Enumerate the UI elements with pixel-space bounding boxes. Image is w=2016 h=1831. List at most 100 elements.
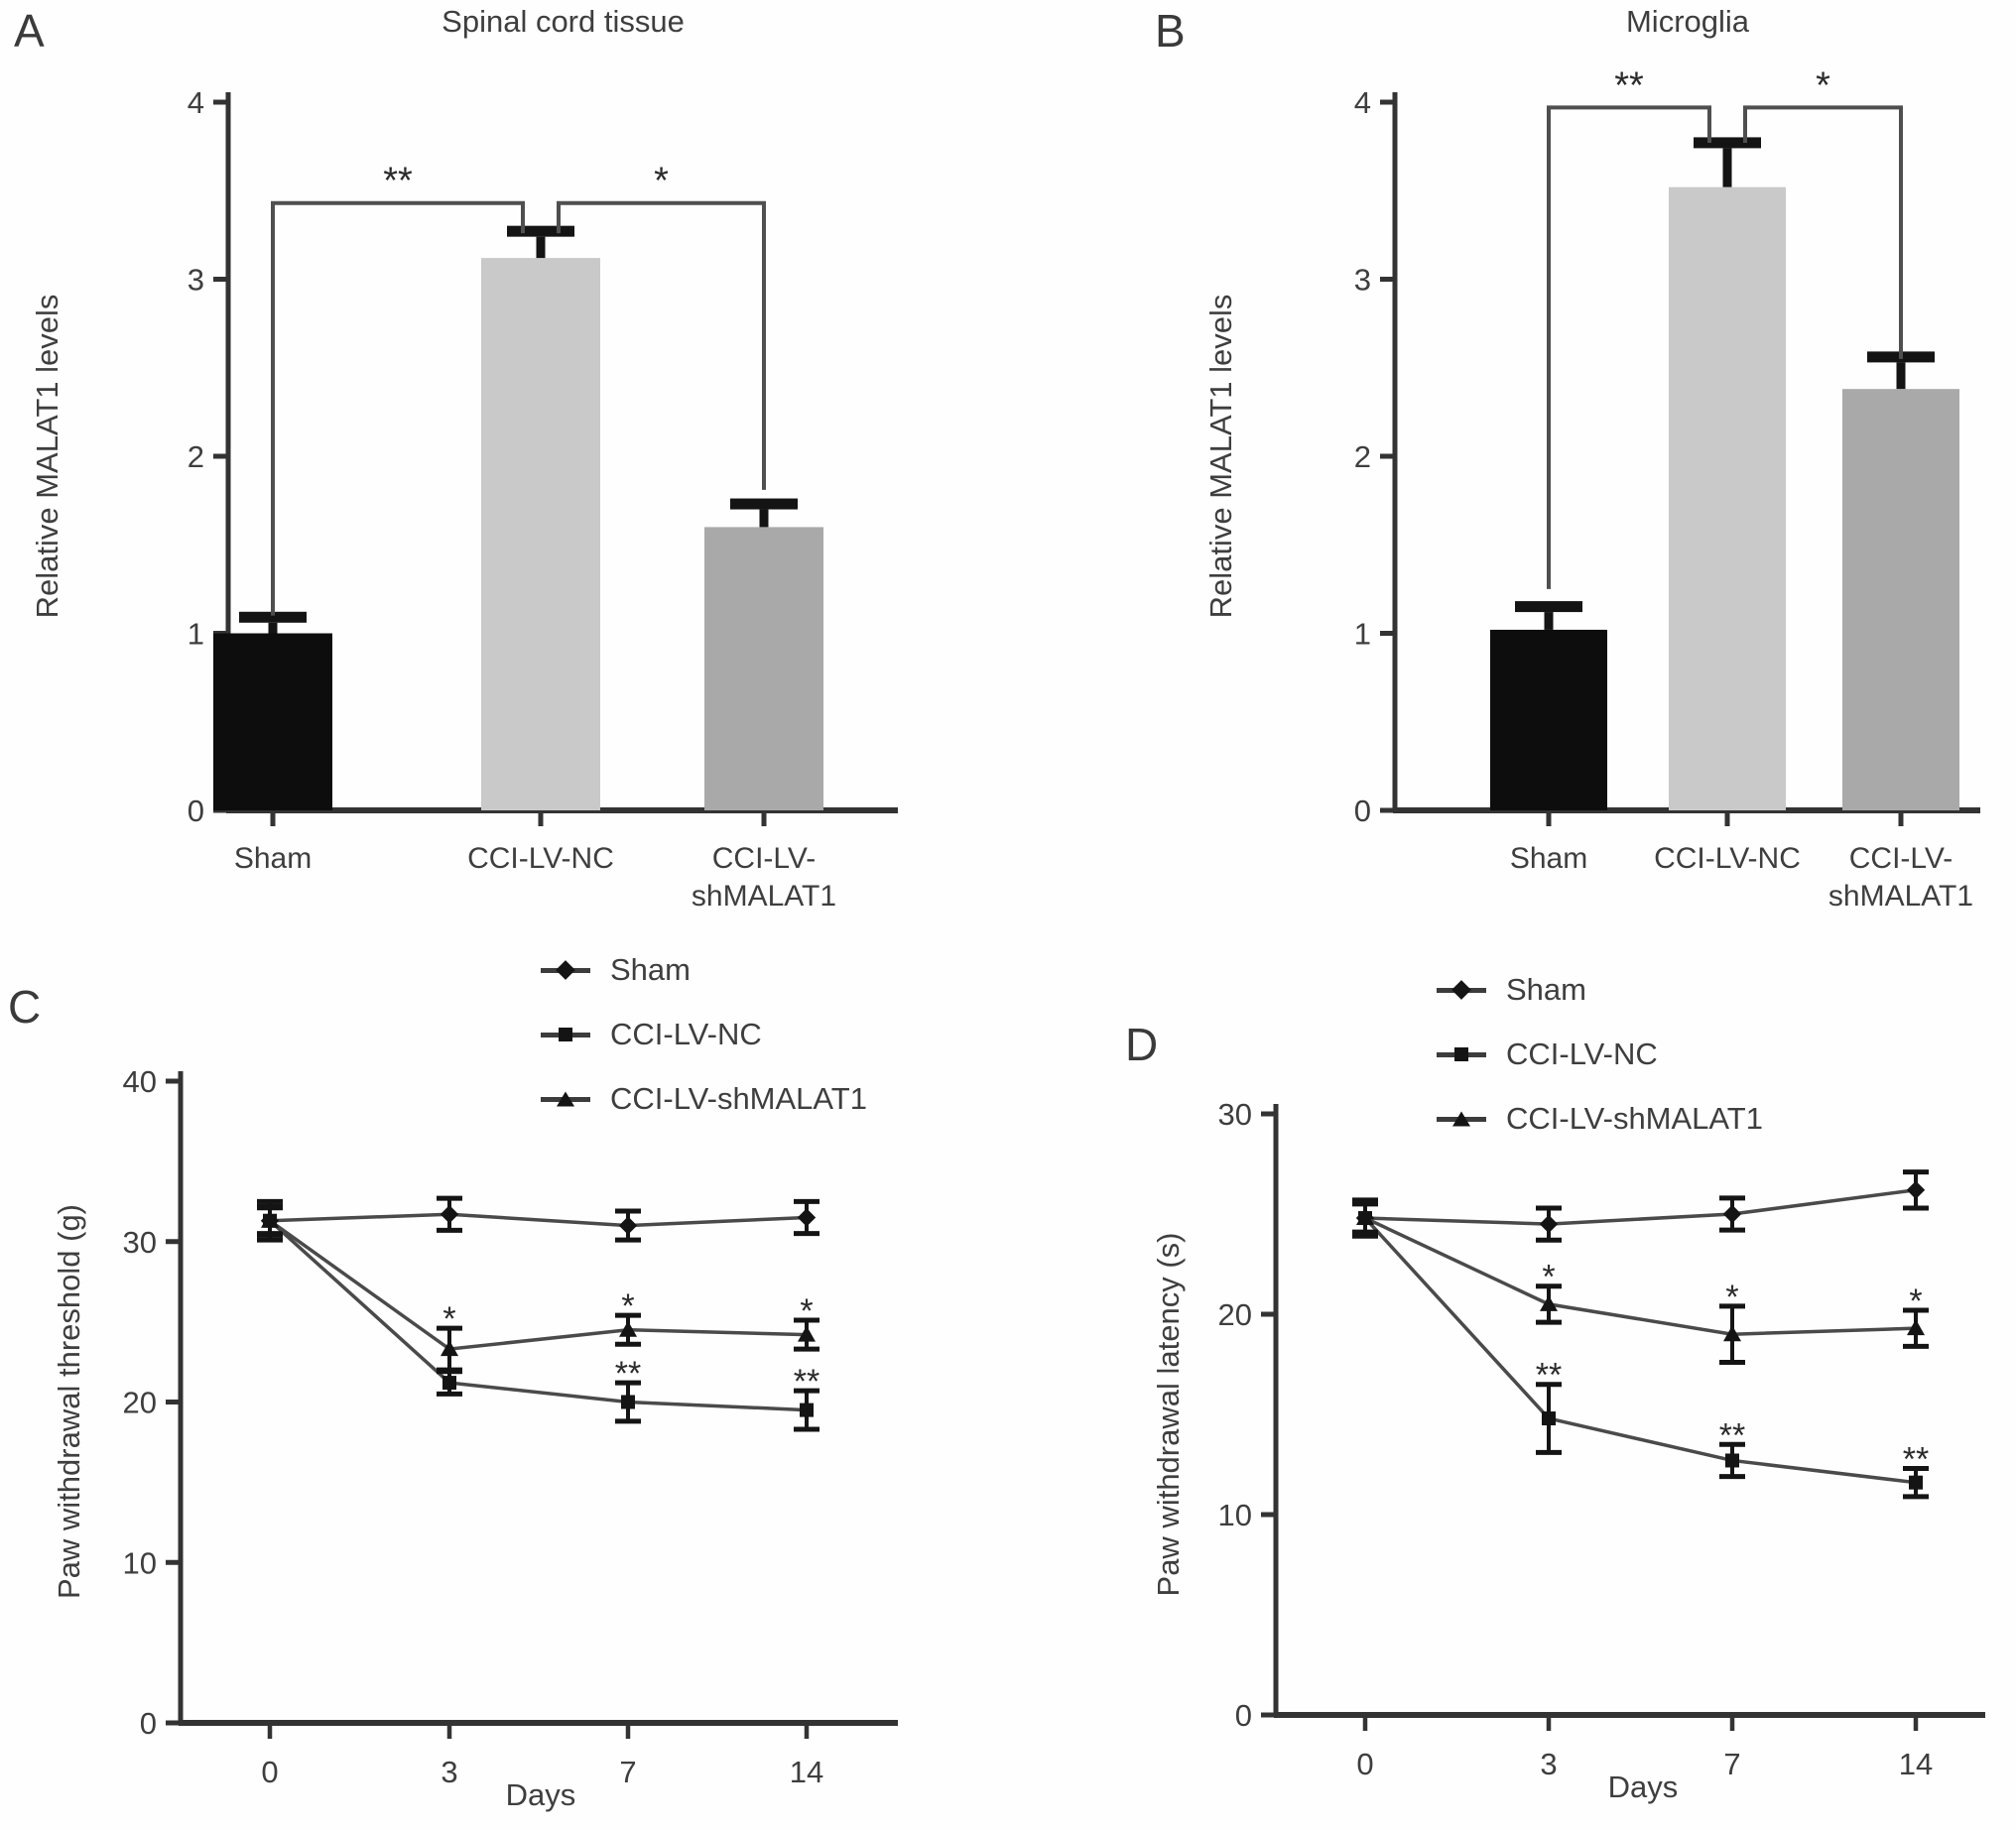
data-point [1906, 1180, 1926, 1199]
panel-a-title: Spinal cord tissue [441, 4, 685, 39]
x-tick-label: 0 [261, 1755, 278, 1789]
legend-line [541, 960, 590, 980]
data-point [261, 1211, 279, 1228]
legend-line [1437, 980, 1486, 1000]
data-point [442, 1376, 456, 1391]
x-tick-label: Sham [234, 842, 312, 875]
panel-b: B Microglia 0 1 2 3 4 Relative MALAT1 levels S… [1008, 0, 2016, 932]
data-point [797, 1208, 817, 1227]
series-cci-lv-nc: ****** [1352, 1199, 1929, 1500]
y-tick-label: 4 [1354, 85, 1371, 120]
data-point [1907, 1319, 1925, 1336]
panel-d-label: D [1125, 1019, 1159, 1070]
bar [704, 527, 823, 810]
legend-item: CCI-LV-NC [541, 1015, 867, 1054]
significance-label: ** [1614, 64, 1644, 106]
legend-line [541, 1028, 590, 1041]
x-tick-label: 14 [790, 1755, 823, 1789]
legend-label: CCI-LV-shMALAT1 [1506, 1101, 1763, 1136]
series-cci-lv-shmalat1: * * * [257, 1203, 819, 1373]
data-point [1909, 1475, 1923, 1490]
significance-label: * [1542, 1259, 1555, 1296]
x-tick-label: 0 [1356, 1747, 1373, 1781]
significance-label: ** [383, 161, 413, 202]
significance-label: ** [794, 1363, 819, 1401]
bar [481, 258, 600, 811]
significance-bracket: ** [271, 161, 525, 616]
significance-bracket: ** [1547, 64, 1711, 589]
error-bar [239, 611, 307, 634]
panel-c-chart: 0 10 20 30 40 Paw withdrawal threshold (g) 0 3 7… [52, 1064, 898, 1812]
error-bar [507, 225, 574, 259]
panel-c: C Sham CCI-LV-NC CCI-LV-shMALAT1 0 10 20 30… [0, 932, 1008, 1831]
legend-item: Sham [541, 950, 867, 990]
y-tick-label: 2 [1354, 439, 1371, 474]
x-tick-label: CCI-LV- [1849, 842, 1953, 875]
bars: Sham CCI-LV-NC CCI-LV-shMALAT1 [1490, 137, 1973, 913]
significance-label: ** [1903, 1441, 1929, 1479]
y-tick-label: 0 [140, 1706, 157, 1741]
legend-item: CCI-LV-NC [1437, 1035, 1763, 1074]
significance-label: ** [1536, 1357, 1562, 1395]
y-axis-title: Relative MALAT1 levels [1203, 295, 1238, 619]
panel-a: A Spinal cord tissue 0 1 2 3 4 Relative MALAT… [0, 0, 1008, 932]
panel-c-legend: Sham CCI-LV-NC CCI-LV-shMALAT1 [541, 950, 867, 1119]
significance-label: ** [615, 1355, 641, 1393]
x-tick-label: 7 [619, 1755, 636, 1789]
x-tick-label: CCI-LV-NC [467, 842, 614, 875]
data-point [1539, 1214, 1559, 1234]
significance-bracket: * [1743, 64, 1903, 359]
y-axis: 0 1 2 3 4 Relative MALAT1 levels [30, 85, 231, 828]
legend-item: CCI-LV-shMALAT1 [541, 1079, 867, 1119]
x-tick-label: CCI-LV-NC [1654, 842, 1801, 875]
data-point [798, 1325, 816, 1342]
data-point [441, 1340, 458, 1357]
series-sham [1352, 1169, 1929, 1243]
significance-label: * [1725, 1279, 1738, 1316]
y-tick-label: 2 [188, 439, 204, 474]
x-tick-label: 7 [1723, 1747, 1740, 1781]
y-tick-label: 0 [1235, 1698, 1252, 1733]
bar [1490, 629, 1607, 810]
error-bar [1515, 601, 1582, 630]
x-axis-title: Days [506, 1777, 576, 1812]
panel-a-chart: 0 1 2 3 4 Relative MALAT1 levels Sham CCI-LV-NC… [30, 85, 898, 913]
error-bar [1694, 137, 1761, 187]
square-marker-icon [1454, 1047, 1468, 1061]
legend-item: Sham [1437, 970, 1763, 1010]
legend-line [1437, 1111, 1486, 1127]
y-tick-label: 10 [1218, 1498, 1252, 1532]
y-tick-label: 1 [188, 617, 204, 652]
series-sham [257, 1195, 819, 1243]
panel-b-chart: 0 1 2 3 4 Relative MALAT1 levels Sham CCI-LV-NC… [1203, 64, 1980, 913]
x-tick-label: shMALAT1 [692, 880, 836, 913]
panel-a-label: A [14, 5, 45, 57]
legend-label: CCI-LV-shMALAT1 [610, 1081, 867, 1116]
legend-item: CCI-LV-shMALAT1 [1437, 1099, 1763, 1139]
legend-label: Sham [610, 952, 691, 987]
y-tick-label: 0 [188, 793, 204, 828]
y-axis: 0 10 20 30 Paw withdrawal latency (s) [1151, 1097, 1279, 1733]
data-point [619, 1320, 637, 1337]
y-tick-label: 3 [188, 263, 204, 298]
significance-label: * [800, 1292, 813, 1330]
bar [213, 633, 332, 810]
data-point [621, 1395, 635, 1409]
triangle-marker-icon [557, 1091, 574, 1107]
significance-label: * [1816, 64, 1830, 106]
y-axis: 0 1 2 3 4 Relative MALAT1 levels [1203, 85, 1398, 828]
data-point [1723, 1325, 1741, 1342]
significance-label: * [1909, 1282, 1922, 1320]
panel-d-chart: 0 10 20 30 Paw withdrawal latency (s) 0 3 7 14 Da… [1151, 1097, 1985, 1804]
y-tick-label: 4 [188, 85, 204, 120]
data-point [800, 1403, 814, 1417]
panel-b-label: B [1155, 5, 1186, 57]
data-point [1356, 1209, 1374, 1226]
y-axis: 0 10 20 30 40 Paw withdrawal threshold (g) [52, 1064, 184, 1741]
y-tick-label: 40 [123, 1064, 157, 1099]
data-point [1722, 1204, 1742, 1224]
data-point [440, 1205, 459, 1224]
data-point [618, 1216, 638, 1235]
y-tick-label: 3 [1354, 263, 1371, 298]
